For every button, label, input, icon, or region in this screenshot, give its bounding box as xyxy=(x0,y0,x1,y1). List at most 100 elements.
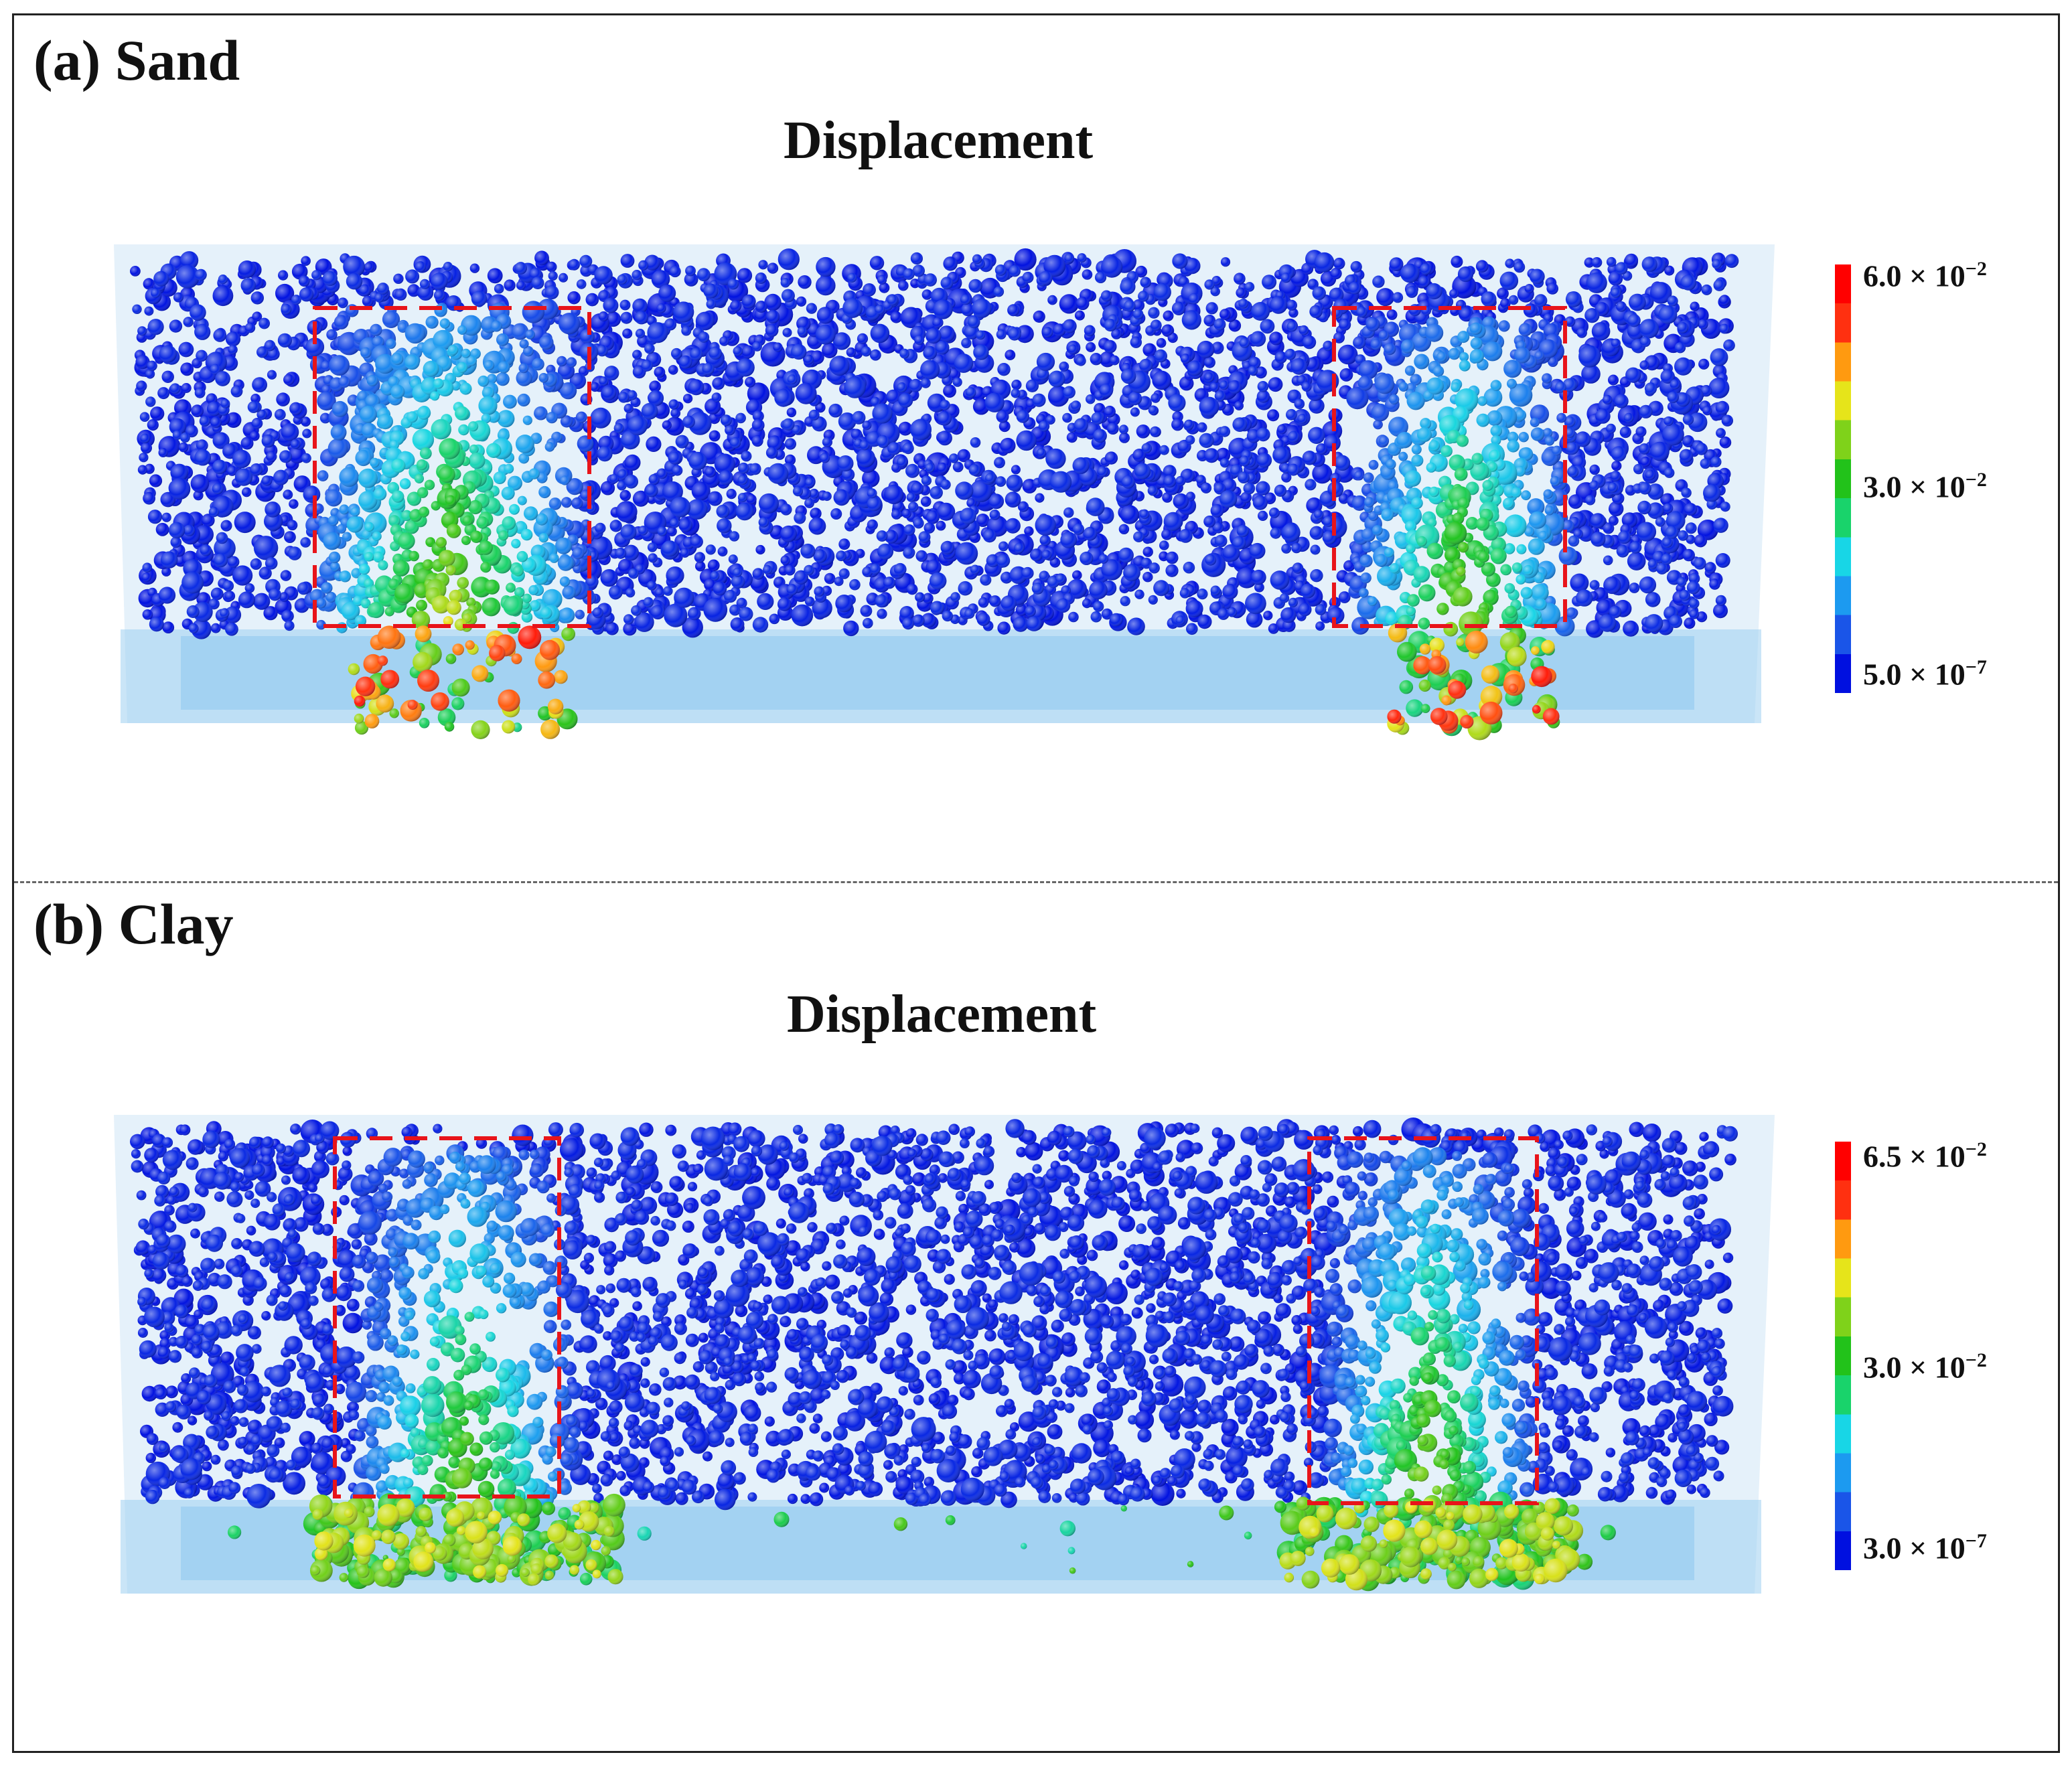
particle-shading xyxy=(1159,540,1169,550)
particle-shading xyxy=(913,518,924,529)
particle-shading xyxy=(1645,592,1661,607)
particle-shading xyxy=(890,311,903,323)
particle-shading xyxy=(1076,297,1090,311)
particle-shading xyxy=(804,498,814,508)
particle-shading xyxy=(1301,583,1315,599)
particle-shading xyxy=(191,404,204,418)
particle-shading xyxy=(228,345,238,355)
particle-shading xyxy=(250,291,264,305)
particle-shading xyxy=(1148,595,1158,605)
particle-shading xyxy=(984,392,1005,412)
particle-shading xyxy=(989,510,1001,520)
particle-shading xyxy=(238,591,255,609)
particle-shading xyxy=(1033,310,1045,323)
particle-shading xyxy=(1106,422,1119,435)
particle-shading xyxy=(1149,562,1160,574)
particle-shading xyxy=(1038,420,1050,432)
particle-shading xyxy=(1171,301,1186,315)
particle-shading xyxy=(1205,302,1218,315)
particle-shading xyxy=(1337,344,1358,365)
particle-shading xyxy=(1284,348,1296,360)
particle-shading xyxy=(1627,552,1646,570)
particle-shading xyxy=(1186,623,1198,635)
particle-shading xyxy=(139,453,149,463)
particle-shading xyxy=(638,260,649,271)
particle-shading xyxy=(720,414,732,427)
particle-shading xyxy=(1267,409,1280,422)
particle-shading xyxy=(1159,445,1169,455)
particle-shading xyxy=(658,284,676,302)
particle-shading xyxy=(469,263,480,273)
panel-a-label: (a) Sand xyxy=(33,28,240,92)
particle-shading xyxy=(1016,410,1030,423)
particle-shading xyxy=(1094,271,1107,283)
particle-shading xyxy=(1709,579,1720,590)
particle-shading xyxy=(1203,356,1215,368)
particle-shading xyxy=(1140,277,1151,288)
particle-shading xyxy=(142,609,153,620)
particle-shading xyxy=(249,431,260,441)
panel-a-particle-scene xyxy=(114,244,1775,741)
particle-shading xyxy=(961,337,972,348)
particle-shading xyxy=(1197,422,1207,433)
particle-shading xyxy=(283,489,293,500)
particle-shading xyxy=(672,465,683,476)
particle-shading xyxy=(680,548,690,558)
particle-shading xyxy=(284,620,295,631)
particle-shading xyxy=(751,418,765,432)
particle-shading xyxy=(1339,368,1353,382)
particle-shading xyxy=(1623,412,1634,423)
particle-shading xyxy=(1664,265,1675,276)
particle-shading xyxy=(1308,427,1325,444)
particle-shading xyxy=(808,409,820,420)
particle-shading xyxy=(250,394,261,404)
particle-shading xyxy=(1629,583,1640,593)
particle-shading xyxy=(1611,446,1627,462)
particle-shading xyxy=(1119,425,1128,435)
particle-shading xyxy=(1640,456,1651,467)
particle-shading xyxy=(1071,400,1082,411)
particle-shading xyxy=(955,542,978,565)
particle-shading xyxy=(1118,547,1134,563)
particle-shading xyxy=(252,311,263,322)
particle-shading xyxy=(1723,339,1735,352)
particle-shading xyxy=(1301,381,1312,392)
particle-shading xyxy=(965,387,976,398)
particle-shading xyxy=(1292,562,1304,574)
particle-shading xyxy=(289,402,303,415)
particle-shading xyxy=(970,564,980,574)
particle-shading xyxy=(253,536,279,560)
particle-shading xyxy=(287,520,298,531)
particle-shading xyxy=(1603,555,1613,566)
particle-shading xyxy=(194,387,206,398)
particle-shading xyxy=(1006,474,1023,491)
particle-shading xyxy=(1277,424,1287,435)
particle-shading xyxy=(769,613,780,625)
particle-shading xyxy=(1689,609,1700,619)
particle-shading xyxy=(780,504,792,516)
particle-shading xyxy=(194,449,211,466)
particle-shading xyxy=(161,566,171,577)
particle-shading xyxy=(278,270,289,281)
particle-shading xyxy=(244,583,255,593)
particle-shading xyxy=(1702,406,1712,416)
particle-shading xyxy=(139,412,150,422)
particle-shading xyxy=(816,256,836,277)
particle-shading xyxy=(1109,613,1123,627)
particle-shading xyxy=(1249,542,1266,559)
particle-shading xyxy=(1701,284,1712,295)
particle-shading xyxy=(1011,388,1021,398)
particle-shading xyxy=(161,370,174,383)
particle-shading xyxy=(863,283,876,297)
particle-shading xyxy=(183,317,194,327)
particle-shading xyxy=(860,605,873,617)
particle-shading xyxy=(1011,380,1022,390)
particle-shading xyxy=(1007,304,1020,317)
particle-shading xyxy=(1032,393,1046,407)
particle-shading xyxy=(225,331,241,347)
particle-shading xyxy=(1232,536,1246,550)
particle-shading xyxy=(199,415,210,427)
particle-shading xyxy=(1715,400,1730,415)
particle-shading xyxy=(1603,394,1613,405)
particle-shading xyxy=(937,462,948,473)
